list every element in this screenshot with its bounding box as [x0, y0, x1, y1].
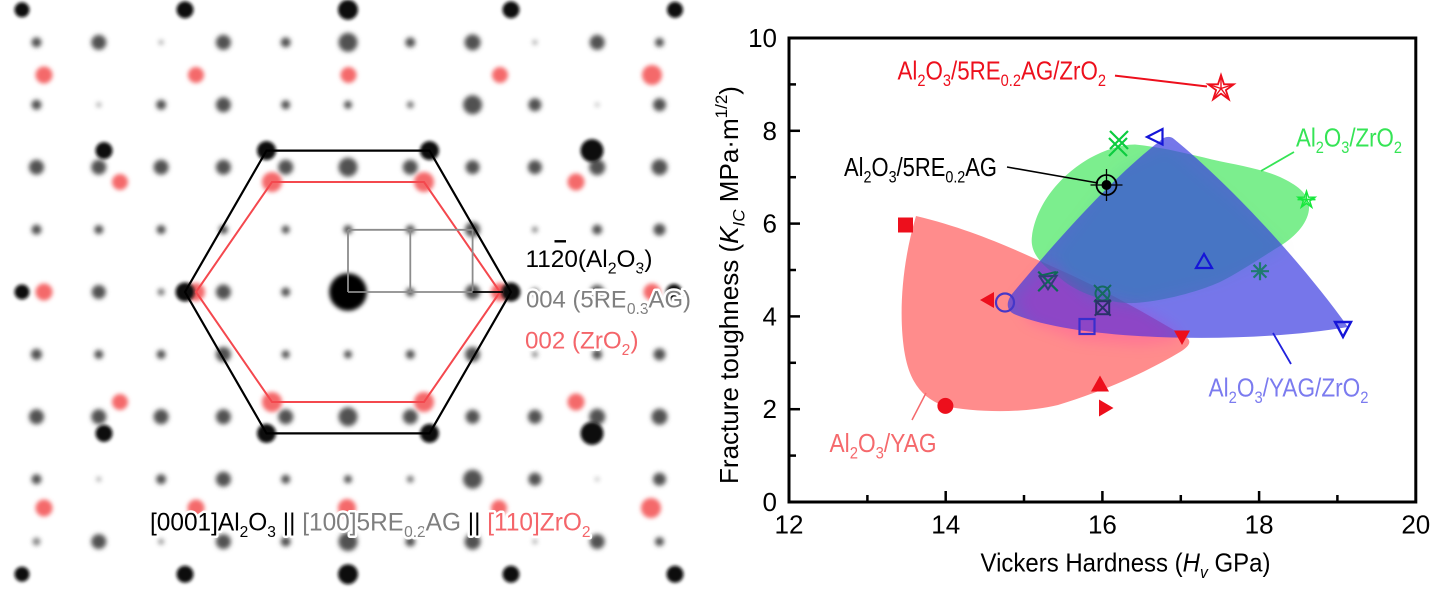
- svg-text:6: 6: [763, 209, 777, 239]
- svg-text:4: 4: [763, 301, 777, 331]
- svg-text:Fracture toughness (KIC MPa·m1: Fracture toughness (KIC MPa·m1/2): [712, 86, 749, 484]
- svg-text:18: 18: [1245, 510, 1274, 540]
- svg-text:0: 0: [763, 487, 777, 517]
- svg-text:1120(Al2O3): 1120(Al2O3): [526, 246, 653, 278]
- svg-text:12: 12: [775, 510, 804, 540]
- svg-text:004 (5RE0.3AG): 004 (5RE0.3AG): [526, 287, 691, 319]
- svg-text:Al2​O3​/YAG: Al2​O3​/YAG: [830, 428, 937, 463]
- svg-text:Al2​O3​/5RE0.2​AG: Al2​O3​/5RE0.2​AG: [844, 152, 997, 187]
- svg-text:14: 14: [931, 510, 960, 540]
- svg-text:16: 16: [1088, 510, 1117, 540]
- svg-text:8: 8: [763, 116, 777, 146]
- svg-text:10: 10: [748, 23, 777, 53]
- svg-text:Al2​O3​/YAG/ZrO2​: Al2​O3​/YAG/ZrO2​: [1209, 373, 1369, 408]
- svg-text:20: 20: [1401, 510, 1430, 540]
- svg-text:Al2​O3​/ZrO2​: Al2​O3​/ZrO2​: [1296, 123, 1402, 158]
- svg-text:Vickers Hardness (Hv GPa): Vickers Hardness (Hv GPa): [981, 548, 1271, 583]
- svg-text:Al2​O3​/5RE0.2​AG/ZrO2​: Al2​O3​/5RE0.2​AG/ZrO2​: [898, 56, 1107, 91]
- svg-text:[0001]Al2O3 || [100]5RE0.2AG |: [0001]Al2O3 || [100]5RE0.2AG || [110]ZrO…: [150, 509, 591, 542]
- svg-text:2: 2: [763, 394, 777, 424]
- svg-text:002 (ZrO2): 002 (ZrO2): [525, 328, 639, 360]
